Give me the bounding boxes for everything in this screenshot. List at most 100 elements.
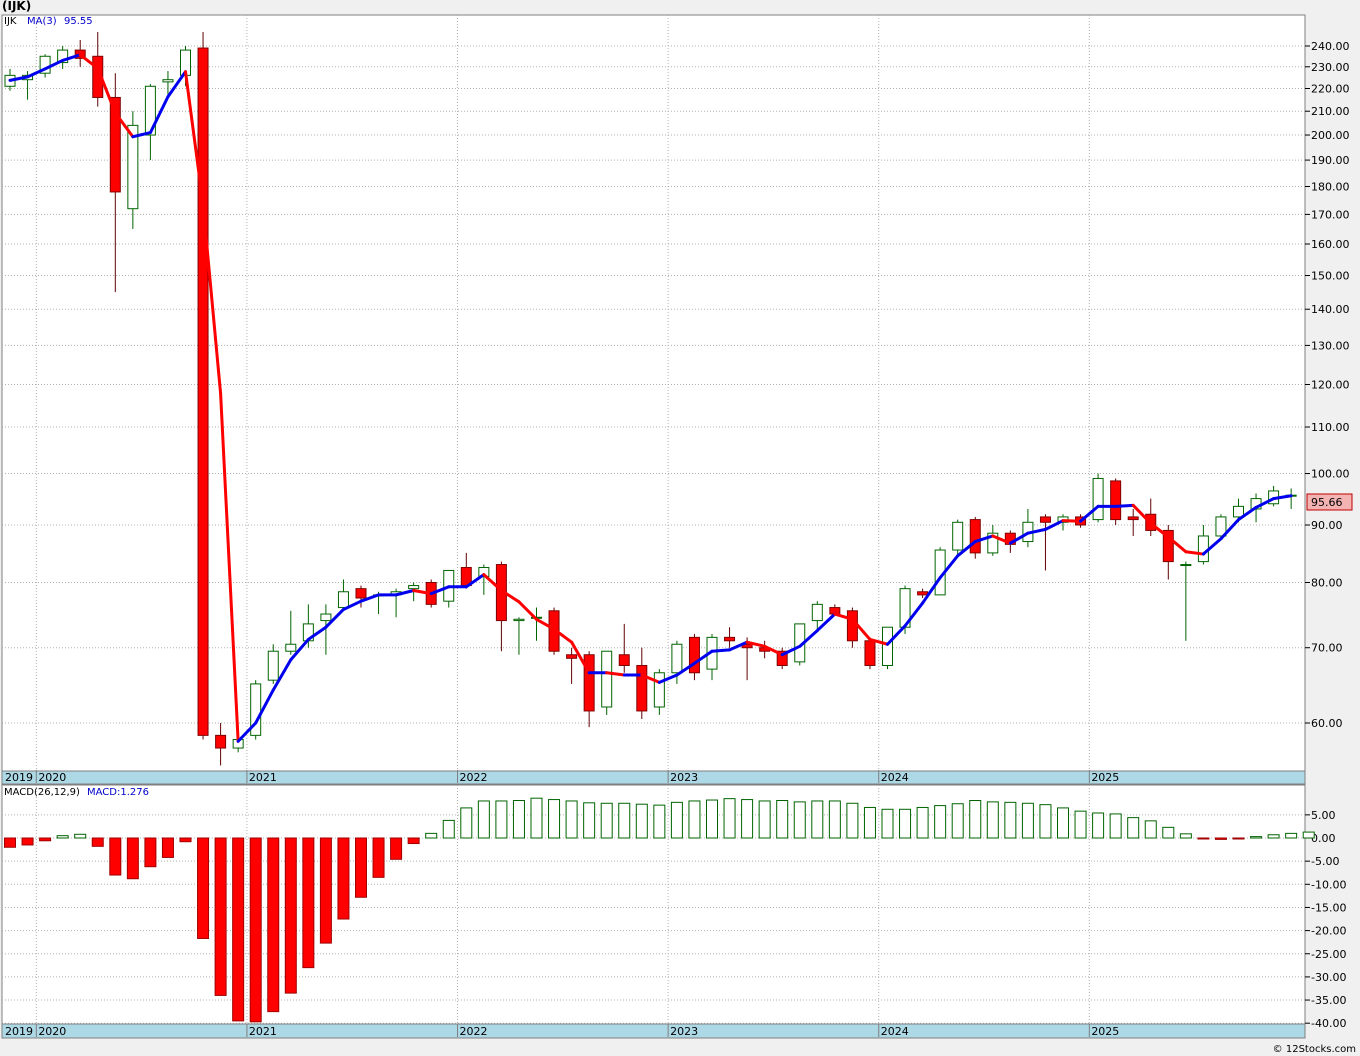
price-candle (1162, 524, 1174, 580)
ma-segment (535, 617, 556, 631)
macd-bar (670, 801, 683, 839)
ma-segment (359, 593, 381, 603)
macd-legend-value: MACD:1.276 (87, 787, 149, 798)
macd-bar (618, 802, 631, 839)
price-candle (969, 516, 981, 559)
price-y-tick-label: 220.00 (1311, 82, 1350, 95)
ma-segment (1272, 494, 1293, 501)
price-candle (285, 610, 297, 655)
ma-segment (798, 629, 819, 648)
macd-bar (302, 837, 315, 969)
candle-body (846, 610, 858, 642)
price-candle (671, 640, 683, 684)
price-candle (1110, 478, 1122, 525)
macd-bar (1127, 817, 1140, 839)
macd-bar (899, 808, 912, 839)
ma-line (8, 53, 1293, 743)
price-candle (250, 680, 262, 740)
price-y-tick-label: 110.00 (1311, 421, 1350, 434)
candle-body (1233, 505, 1244, 518)
year-label: 2022 (460, 1025, 488, 1038)
candle-body (1127, 516, 1139, 521)
year-label: 2021 (249, 771, 277, 784)
macd-y-tick-label: 5.00 (1311, 809, 1336, 822)
ma-segment (96, 66, 117, 115)
candle-body (811, 603, 823, 622)
candle-body (337, 591, 349, 609)
macd-bar (4, 837, 16, 848)
price-y-tick-label: 120.00 (1311, 379, 1350, 392)
macd-bar (425, 832, 438, 839)
macd-bar (21, 837, 34, 846)
macd-bar (1162, 826, 1175, 839)
candle-body (1162, 529, 1174, 563)
candle-body (39, 55, 51, 74)
candle-body (127, 124, 139, 210)
candle-body (583, 654, 595, 712)
candle-body (162, 79, 174, 83)
year-label: 2022 (460, 771, 488, 784)
price-y-tick-label: 210.00 (1311, 105, 1350, 118)
candle-body (1180, 564, 1192, 567)
price-y-tick-label: 140.00 (1311, 303, 1350, 316)
price-candle (776, 647, 788, 670)
ma-segment (938, 554, 960, 580)
year-label: 2025 (1091, 771, 1119, 784)
candle-body (601, 650, 613, 708)
ma-segment (833, 612, 854, 621)
ma-segment (464, 573, 486, 589)
macd-bar (863, 806, 876, 839)
macd-bar (846, 802, 859, 839)
macd-bar (934, 805, 947, 839)
candle-body (618, 654, 630, 666)
macd-bar (986, 801, 999, 839)
price-candle (987, 524, 999, 556)
ma-segment (745, 640, 767, 648)
macd-bar (1004, 801, 1017, 839)
ma-segment (1043, 519, 1065, 531)
candle-body (250, 683, 262, 736)
macd-bar (337, 837, 350, 920)
price-candle (320, 604, 332, 655)
ma-segment (271, 658, 293, 692)
macd-bar (1197, 837, 1210, 840)
year-axis-bottom: 2019 2020 2021 2022 2023 2024 2025 (5, 1024, 1119, 1038)
price-grid (2, 15, 1305, 771)
price-y-tick-label: 60.00 (1311, 717, 1343, 730)
candle-body (109, 96, 121, 193)
price-y-tick-label: 180.00 (1311, 180, 1350, 193)
year-label: 2019 (5, 771, 33, 784)
candle-body (653, 672, 665, 708)
ma-segment (903, 601, 925, 628)
candle-body (882, 626, 893, 666)
ma-segment (113, 111, 135, 139)
price-y-tick-label: 240.00 (1311, 40, 1350, 53)
candle-body (864, 640, 876, 666)
macd-bar (688, 800, 701, 839)
macd-bar (284, 837, 297, 994)
ma-segment (692, 649, 714, 665)
candle-body (1110, 480, 1122, 521)
ma-segment (710, 648, 732, 653)
ma-segment (921, 576, 942, 605)
ma-segment (131, 131, 152, 139)
year-label: 2024 (881, 771, 909, 784)
price-y-tick-label: 200.00 (1311, 129, 1350, 142)
macd-bar (1092, 812, 1105, 839)
ma-segment (184, 70, 205, 206)
price-y-tick-label: 170.00 (1311, 208, 1350, 221)
candle-body (320, 613, 332, 622)
footer-credit: © 12Stocks.com (1272, 1044, 1356, 1055)
macd-y-tick-label: 0.00 (1311, 832, 1336, 845)
price-candle (653, 669, 665, 715)
last-price-marker: 95.66 (1306, 493, 1353, 511)
price-candle (1215, 514, 1227, 539)
price-y-tick-label: 230.00 (1311, 61, 1350, 74)
macd-bar (249, 837, 262, 1023)
ma-segment (499, 589, 521, 604)
ma-segment (850, 617, 872, 641)
year-axis-top: 2019 2020 2021 2022 2023 2024 2025 (5, 770, 1119, 784)
macd-bar (1214, 837, 1227, 840)
macd-bar (811, 800, 824, 839)
